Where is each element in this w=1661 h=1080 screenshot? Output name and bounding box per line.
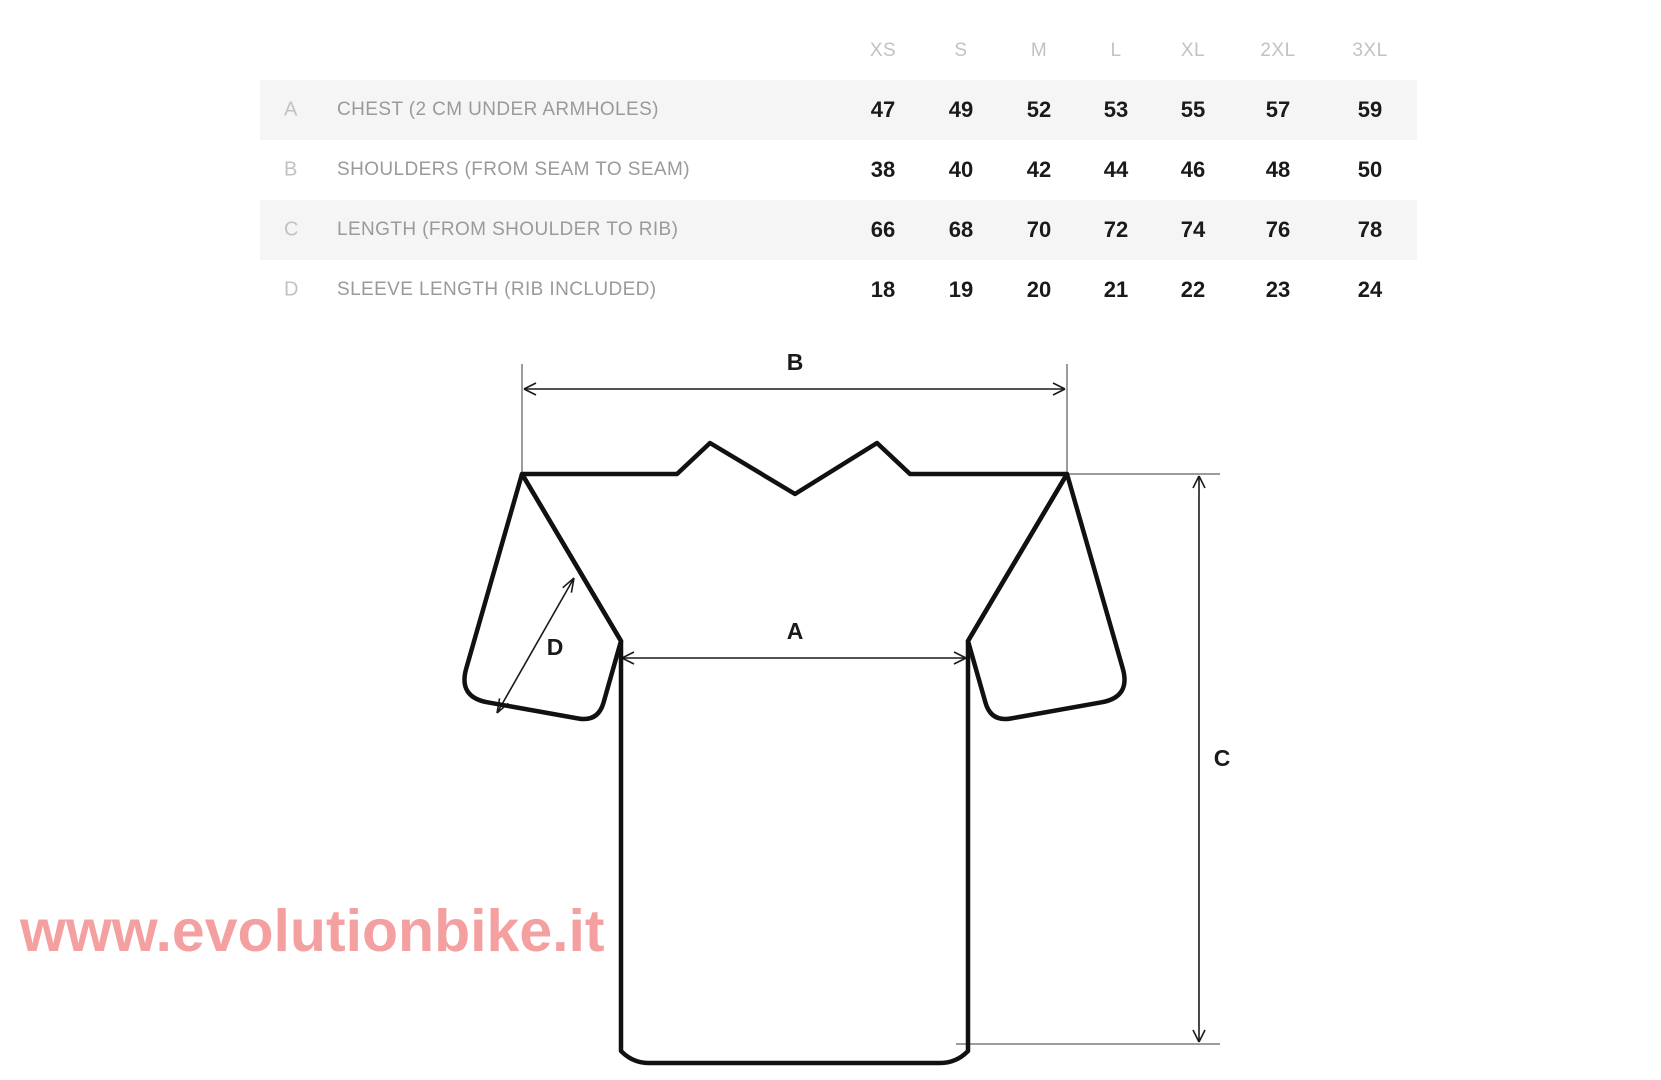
svg-text:B: B xyxy=(787,349,804,375)
svg-text:A: A xyxy=(787,618,804,644)
svg-text:D: D xyxy=(547,634,564,660)
svg-text:C: C xyxy=(1214,745,1231,771)
